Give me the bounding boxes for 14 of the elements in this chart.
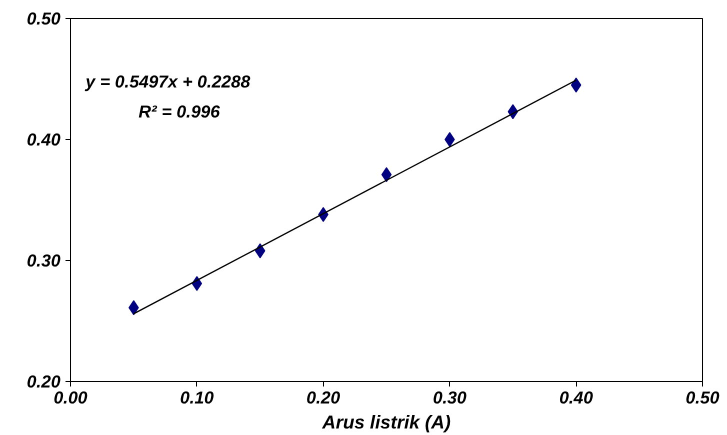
x-tick-label: 0.10 xyxy=(180,388,214,408)
y-tick-label: 0.30 xyxy=(26,250,61,270)
x-tick-label: 0.40 xyxy=(559,388,594,408)
point xyxy=(570,78,582,93)
x-tick-label: 0.30 xyxy=(432,388,467,408)
x-axis-title: Arus listrik (A) xyxy=(321,412,451,432)
x-tick-label: 0.50 xyxy=(686,388,720,408)
point xyxy=(381,167,392,182)
x-tick-label: 0.20 xyxy=(306,388,341,408)
y-tick-label: 0.50 xyxy=(26,8,61,28)
annotation: y = 0.5497x + 0.2288 xyxy=(84,72,251,92)
y-tick-label: 0.40 xyxy=(26,130,61,150)
annotation: R² = 0.996 xyxy=(138,102,220,122)
point xyxy=(444,132,455,147)
